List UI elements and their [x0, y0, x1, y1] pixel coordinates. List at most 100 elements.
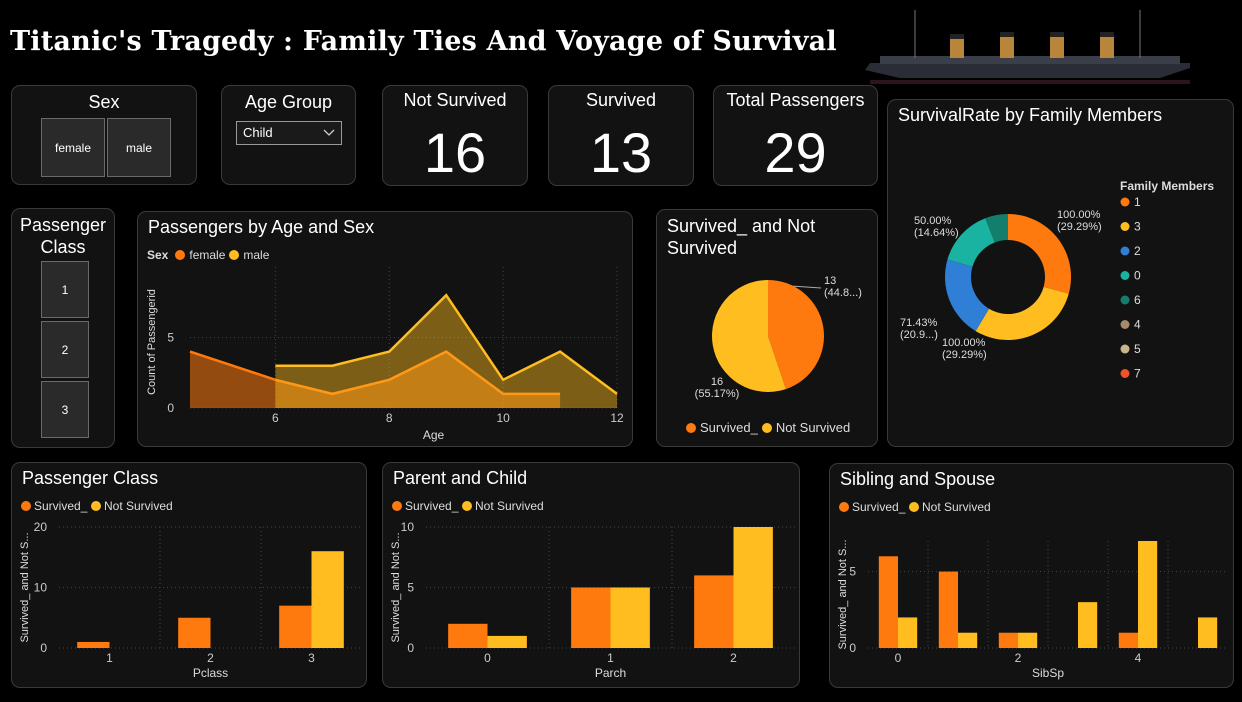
donut-slice-1: [1008, 214, 1071, 294]
y-tick-label: 5: [167, 331, 174, 345]
ship-image: [865, 10, 1190, 84]
donut-data-label-2: 71.43% (20.9...): [900, 317, 938, 341]
legend-survived-label: Survived_: [34, 499, 88, 513]
parch-chart-title: Parent and Child: [393, 468, 528, 488]
passenger-class-slicer: Passenger Class 1 2 3: [11, 208, 115, 448]
donut-data-label-0: 50.00% (14.64%): [914, 215, 959, 239]
pie-leader-line: [793, 285, 822, 289]
legend-not-survived-dot: [761, 422, 772, 433]
age-group-title: Age Group: [244, 92, 333, 112]
legend-survived-dot: [21, 501, 31, 511]
kpi-survived-value: 13: [589, 121, 653, 184]
legend-male-dot: [229, 250, 240, 260]
donut-legend-title: Family Members: [1120, 179, 1214, 193]
donut-legend-label-3: 3: [1134, 220, 1141, 234]
pclass-option-3[interactable]: 3: [41, 381, 89, 438]
sex-option-female[interactable]: female: [41, 118, 105, 177]
bar-survived: [77, 641, 110, 648]
age-group-dropdown[interactable]: Child: [236, 121, 342, 145]
donut-legend-dot-3: [1120, 222, 1130, 231]
x-tick-label: 8: [386, 411, 393, 425]
x-axis-label: SibSp: [1032, 666, 1064, 680]
legend-survived-label: Survived_: [405, 499, 459, 513]
bar-survived: [938, 571, 958, 648]
x-tick-label: 2: [207, 651, 214, 665]
sex-option-male[interactable]: male: [107, 118, 171, 177]
sex-slicer: Sex female male: [11, 85, 197, 185]
legend-survived-label: Survived_: [700, 420, 758, 435]
parch-bar-chart: Survived_ Not Survived 0 5 10 0 1 2 Parch Survive…: [390, 499, 795, 680]
donut-legend-dot-0: [1120, 271, 1130, 280]
donut-data-label-1: 100.00% (29.29%): [1057, 209, 1102, 233]
legend-not-survived-dot: [909, 502, 919, 512]
pclass-option-2[interactable]: 2: [41, 321, 89, 378]
donut-legend-label-0: 0: [1134, 269, 1141, 283]
x-tick-label: 0: [895, 651, 902, 665]
x-tick-label: 4: [1135, 651, 1142, 665]
bar-survived: [571, 587, 611, 648]
age-sex-chart: 0 5 6 8 10 12 Age Count of Passengerid: [146, 267, 624, 442]
y-axis-label: Survived_ and Not S...: [390, 532, 402, 642]
bar-not-survived: [1078, 602, 1098, 648]
sibsp-chart-title: Sibling and Spouse: [840, 469, 996, 489]
kpi-total-label: Total Passengers: [726, 90, 865, 110]
survived-pie-title: Survived_ and Not Survived: [667, 216, 816, 258]
donut-legend-dot-2: [1120, 246, 1130, 256]
survived-pie-card: Survived_ and Not Survived 13 (44.8...) 16…: [656, 209, 878, 447]
x-tick-label: 2: [730, 651, 737, 665]
bar-survived: [279, 605, 312, 648]
y-tick-label: 0: [40, 641, 47, 655]
legend-not-survived-label: Not Survived: [475, 499, 544, 513]
donut-legend-label-2: 2: [1134, 244, 1141, 258]
donut-slice-3: [975, 286, 1069, 340]
donut-legend-dot-5: [1120, 344, 1130, 354]
pclass-bar-chart: Survived_ Not Survived 0 10 20 1 2 3 Pclass Survi…: [19, 499, 362, 680]
age-sex-legend: Sex female male: [147, 248, 269, 262]
legend-female-label: female: [189, 248, 226, 262]
age-sex-chart-card: Passengers by Age and Sex Sex female mal…: [137, 211, 633, 447]
kpi-total-passengers: Total Passengers 29: [713, 85, 878, 186]
bar-not-survived: [1198, 617, 1218, 648]
kpi-total-value: 29: [764, 121, 827, 184]
donut-legend-dot-4: [1120, 320, 1130, 329]
x-tick-label: 6: [272, 411, 279, 425]
bar-survived: [878, 556, 898, 648]
kpi-survived: Survived 13: [548, 85, 694, 186]
bar-not-survived: [733, 527, 773, 648]
kpi-not-survived-value: 16: [423, 121, 487, 184]
y-tick-label: 10: [401, 520, 415, 534]
pclass-chart-card: Passenger Class Survived_ Not Survived 0 10…: [11, 462, 367, 688]
y-tick-label: 0: [849, 641, 856, 655]
bar-not-survived: [1138, 541, 1158, 648]
y-axis-label: Survived_ and Not S...: [19, 532, 31, 642]
bar-survived: [448, 623, 488, 648]
area-male: [275, 295, 617, 408]
x-tick-label: 0: [484, 651, 491, 665]
x-axis-label: Pclass: [193, 666, 228, 680]
pclass-chart-title: Passenger Class: [22, 468, 159, 488]
legend-male-label: male: [243, 248, 270, 262]
legend-not-survived-dot: [91, 501, 101, 511]
age-group-slicer: Age Group Child: [221, 85, 356, 185]
family-donut-chart: 100.00% (29.29%)100.00% (29.29%)71.43% (20.…: [900, 179, 1214, 381]
chevron-down-icon: [323, 129, 335, 136]
y-tick-label: 5: [849, 565, 856, 579]
legend-survived-dot: [839, 502, 849, 512]
kpi-survived-label: Survived: [585, 90, 657, 110]
y-tick-label: 0: [407, 641, 414, 655]
x-tick-label: 1: [607, 651, 614, 665]
pclass-option-1[interactable]: 1: [41, 261, 89, 318]
bar-survived: [178, 617, 211, 648]
survived-pie-legend: Survived_ Not Survived: [686, 420, 850, 435]
line-male: [275, 293, 618, 395]
y-axis-label: Count of Passengerid: [146, 289, 158, 395]
survived-pie-chart: 13 (44.8...) 16 (55.17%): [695, 275, 862, 400]
bar-survived: [998, 632, 1018, 648]
donut-slice-6: [985, 214, 1008, 243]
bar-survived: [1118, 632, 1138, 648]
age-sex-chart-title: Passengers by Age and Sex: [148, 217, 375, 237]
donut-legend-label-6: 6: [1134, 293, 1141, 307]
donut-slice-0: [947, 218, 995, 267]
legend-not-survived-dot: [462, 501, 472, 511]
area-female: [190, 351, 561, 408]
